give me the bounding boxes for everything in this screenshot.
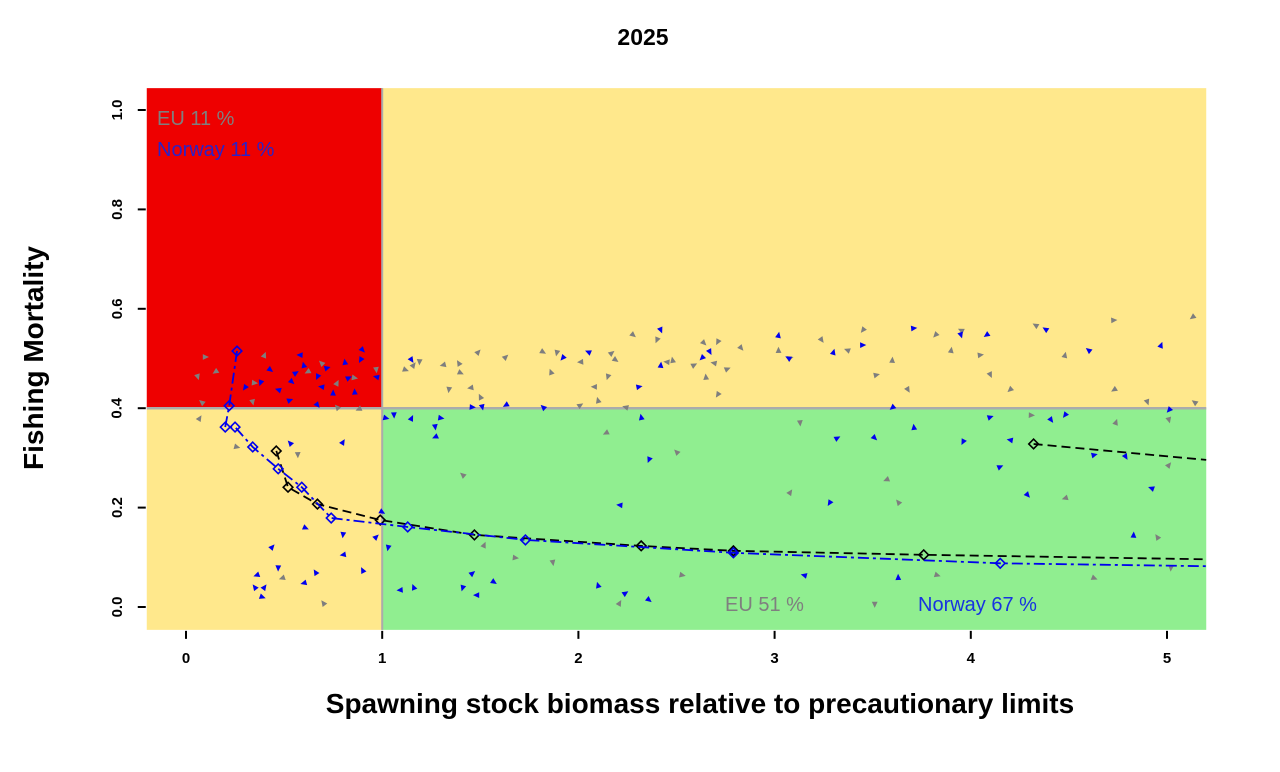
x-axis-label: Spawning stock biomass relative to preca… [325, 688, 1075, 719]
zone-label-norway-top: Norway 11 % [157, 139, 275, 161]
svg-text:5: 5 [1163, 650, 1171, 667]
zone-label-eu-bottom: EU 51 % [725, 594, 804, 616]
quadrant-backgrounds [146, 88, 1207, 630]
chart-title: 2025 [617, 24, 669, 50]
norway-simulations-points [242, 325, 1174, 603]
svg-text:1: 1 [378, 650, 386, 667]
y-axis-ticks: 0.0 0.2 0.4 0.6 0.8 1.0 [109, 100, 146, 618]
svg-text:0.8: 0.8 [109, 199, 126, 220]
svg-text:4: 4 [967, 650, 976, 667]
eu-trajectory [270, 445, 1207, 561]
svg-text:2: 2 [574, 650, 582, 667]
svg-text:0.6: 0.6 [109, 298, 126, 319]
eu-simulations-points [194, 313, 1199, 608]
norway-trajectory [219, 345, 1207, 570]
svg-text:0.4: 0.4 [109, 397, 126, 419]
zone-label-eu-top: EU 11 % [157, 108, 235, 130]
svg-text:0.0: 0.0 [109, 597, 126, 618]
y-axis-label: Fishing Mortality [18, 246, 49, 470]
svg-text:3: 3 [770, 650, 778, 667]
svg-text:1.0: 1.0 [109, 100, 126, 121]
recent-segment [1027, 438, 1207, 461]
x-axis-ticks: 0 1 2 3 4 5 [182, 630, 1171, 667]
svg-text:0.2: 0.2 [109, 497, 126, 518]
zone-label-norway-bottom: Norway 67 % [918, 594, 1037, 616]
svg-text:0: 0 [182, 650, 190, 667]
